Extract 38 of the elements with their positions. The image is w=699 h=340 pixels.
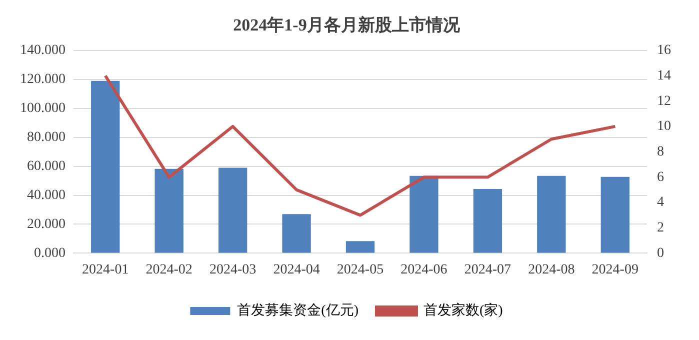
x-tick-label: 2024-06 <box>400 262 448 278</box>
bar <box>282 214 311 253</box>
y-tick-label: 60.000 <box>27 158 66 174</box>
bar <box>346 241 375 253</box>
y2-tick-label: 2 <box>657 220 664 236</box>
bar <box>537 176 566 253</box>
y-tick-label: 20.000 <box>27 216 66 232</box>
x-tick-label: 2024-07 <box>464 262 512 278</box>
bar <box>91 80 120 253</box>
y2-tick-label: 12 <box>657 94 671 109</box>
y2-tick-label: 6 <box>657 170 664 185</box>
bar <box>473 189 502 253</box>
x-tick-label: 2024-02 <box>146 262 192 278</box>
y2-tick-label: 4 <box>657 195 664 210</box>
y2-tick-label: 16 <box>657 43 671 58</box>
chart-title: 2024年1-9月各月新股上市情况 <box>233 16 461 35</box>
y-tick-label: 40.000 <box>27 188 66 203</box>
y2-tick-label: 0 <box>657 246 664 261</box>
x-tick-label: 2024-09 <box>592 262 638 278</box>
bar <box>218 168 248 253</box>
y-tick-label: 0.000 <box>34 246 66 261</box>
y2-tick-label: 14 <box>657 68 671 84</box>
y-tick-label: 120.000 <box>20 72 66 88</box>
y2-tick-label: 10 <box>657 119 671 134</box>
legend-label: 首发家数(家) <box>424 302 504 319</box>
x-tick-label: 2024-01 <box>82 262 129 278</box>
y-tick-label: 140.000 <box>20 43 66 58</box>
x-tick-label: 2024-05 <box>336 262 384 278</box>
bar <box>154 168 184 253</box>
bar <box>600 176 630 253</box>
legend-label: 首发募集资金(亿元) <box>237 302 359 319</box>
y-tick-label: 100.000 <box>20 101 66 116</box>
y-tick-label: 80.000 <box>27 130 66 145</box>
x-tick-label: 2024-04 <box>273 262 320 278</box>
x-tick-label: 2024-03 <box>209 262 256 278</box>
x-tick-label: 2024-08 <box>528 262 575 278</box>
y2-tick-label: 8 <box>657 144 664 160</box>
bar <box>410 176 438 253</box>
